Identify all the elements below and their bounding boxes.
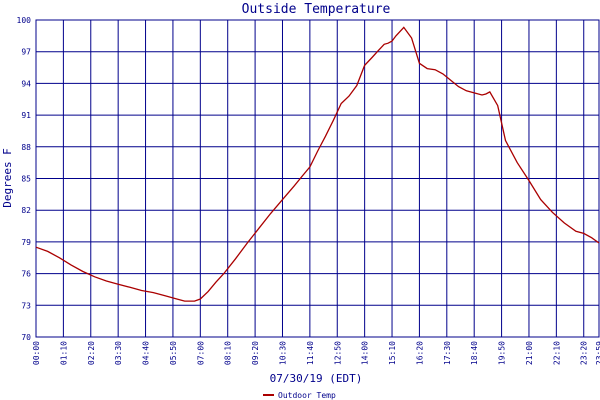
y-tick-label: 79 [21, 238, 31, 247]
x-tick-label: 11:40 [306, 341, 315, 365]
x-tick-label-end: 23:59 [595, 341, 600, 365]
x-tick-label: 19:50 [498, 341, 507, 365]
x-tick-label: 01:10 [59, 341, 68, 365]
y-tick-label: 85 [21, 175, 31, 184]
y-tick-label: 91 [21, 111, 31, 120]
y-tick-label: 73 [21, 301, 31, 310]
y-tick-label: 88 [21, 143, 31, 152]
series-line-outdoor-temp [35, 26, 600, 302]
y-tick-label: 97 [21, 48, 31, 57]
y-tick-label: 76 [21, 270, 31, 279]
x-tick-label: 08:10 [224, 341, 233, 365]
x-tick-label: 23:20 [580, 341, 589, 365]
x-tick-label: 14:00 [361, 341, 370, 365]
x-tick-label: 17:30 [443, 341, 452, 365]
grid [35, 19, 599, 338]
y-tick-label: 94 [21, 79, 31, 88]
x-tick-label: 18:40 [470, 341, 479, 365]
x-tick-label: 04:40 [142, 341, 151, 365]
y-tick-label: 70 [21, 333, 31, 342]
legend-label-outdoor-temp: Outdoor Temp [278, 391, 336, 400]
x-tick-label: 03:30 [114, 341, 123, 365]
x-tick-label: 02:20 [87, 341, 96, 365]
legend: Outdoor Temp [263, 391, 336, 400]
y-axis-label: Degrees F [1, 148, 14, 208]
x-tick-label: 05:50 [169, 341, 178, 365]
x-tick-label: 07:00 [196, 341, 205, 365]
x-tick-label: 10:30 [278, 341, 287, 365]
plot-area [35, 19, 600, 338]
x-tick-label: 16:20 [415, 341, 424, 365]
x-tick-label: 12:50 [333, 341, 342, 365]
x-tick-labels: 00:00 01:10 02:20 03:30 04:40 05:50 07:00 08:10… [32, 341, 600, 365]
x-tick-label: 22:10 [552, 341, 561, 365]
y-tick-label: 100 [17, 16, 32, 25]
chart-title: Outside Temperature [242, 2, 391, 17]
y-tick-labels: 70 73 76 79 82 85 88 91 94 97 100 [17, 16, 32, 342]
x-axis-label: 07/30/19 (EDT) [270, 372, 363, 385]
x-tick-label: 00:00 [32, 341, 41, 365]
x-tick-label: 15:10 [388, 341, 397, 365]
x-tick-label: 09:20 [251, 341, 260, 365]
y-tick-label: 82 [21, 206, 31, 215]
x-tick-label: 21:00 [525, 341, 534, 365]
